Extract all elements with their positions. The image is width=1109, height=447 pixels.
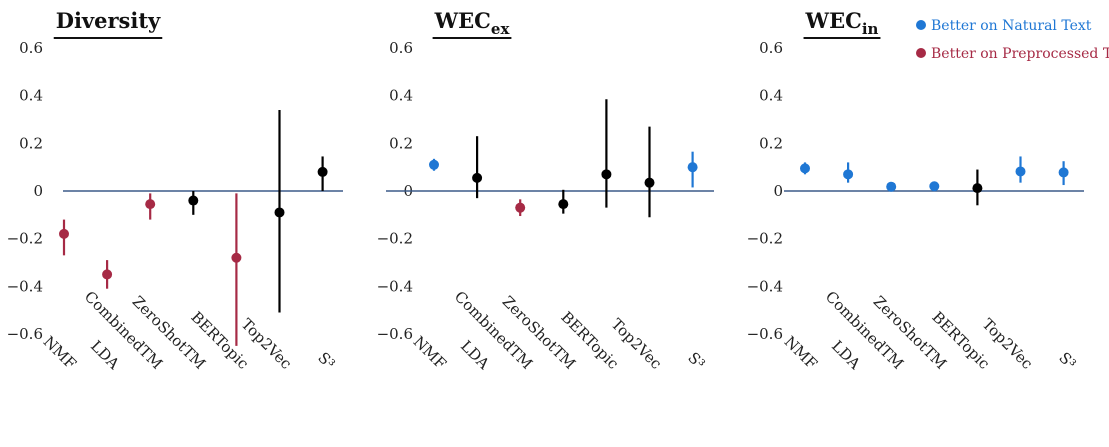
legend: Better on Natural Text Better on Preproc… [916, 18, 1109, 62]
data-point-lda [102, 260, 113, 289]
data-point-s [687, 151, 698, 188]
point-marker [429, 159, 439, 170]
x-tick-label: NMF [781, 333, 821, 373]
x-tick-label: CombinedTM [451, 288, 536, 373]
y-tick-label: 0.6 [759, 39, 783, 57]
data-point-bertopic [972, 169, 983, 206]
data-point-nmf [800, 162, 810, 175]
x-tick-label: CombinedTM [822, 288, 907, 373]
y-tick-label: −0.6 [377, 325, 413, 343]
x-tick-label: ZeroShotTM [499, 292, 580, 373]
data-point-top2vec [1015, 156, 1026, 183]
point-marker [274, 207, 285, 218]
point-marker [687, 162, 698, 173]
data-point-combinedtm [515, 199, 526, 217]
data-point-top2vec [644, 126, 655, 218]
point-marker [317, 166, 328, 177]
x-tick-label: ZeroShotTM [870, 292, 951, 373]
data-point-lda [843, 162, 854, 183]
point-marker [843, 169, 854, 180]
chart-title: WECex [434, 8, 511, 38]
y-tick-label: −0.6 [747, 325, 783, 343]
point-marker [929, 181, 940, 192]
data-point-s [1058, 161, 1069, 186]
x-tick-label: S³ [1055, 349, 1079, 373]
y-tick-label: 0.2 [19, 134, 43, 152]
data-point-nmf [59, 219, 69, 256]
y-tick-label: −0.2 [7, 230, 43, 248]
point-marker [601, 169, 612, 180]
y-tick-label: 0.2 [389, 134, 413, 152]
data-point-zeroshottm [929, 181, 940, 192]
y-tick-label: −0.2 [747, 230, 783, 248]
chart-title: WECin [805, 8, 879, 38]
data-point-nmf [429, 158, 439, 171]
point-marker [1015, 166, 1026, 177]
x-tick-label: LDA [87, 337, 123, 373]
data-point-combinedtm [145, 193, 156, 220]
legend-preprocessed-marker [916, 48, 926, 58]
chart-title-main: WEC [805, 8, 862, 33]
point-marker [558, 199, 569, 210]
point-marker [800, 163, 810, 174]
x-tick-label: CombinedTM [81, 288, 166, 373]
y-tick-label: 0.2 [759, 134, 783, 152]
y-tick-label: −0.2 [377, 230, 413, 248]
point-marker [188, 195, 199, 206]
data-point-zeroshottm [558, 189, 569, 214]
point-marker [886, 181, 897, 192]
x-tick-label: NMF [40, 333, 80, 373]
chart-title-sub: in [862, 20, 879, 38]
x-tick-label: LDA [828, 337, 864, 373]
point-marker [472, 172, 483, 183]
y-tick-label: −0.4 [377, 277, 413, 295]
data-point-combinedtm [886, 181, 897, 192]
x-tick-label: ZeroShotTM [129, 292, 210, 373]
point-marker [102, 269, 113, 280]
y-tick-label: 0.4 [19, 87, 43, 105]
data-point-top2vec [274, 109, 285, 313]
y-tick-label: 0.4 [759, 87, 783, 105]
y-tick-label: −0.6 [7, 325, 43, 343]
chart-title-main: Diversity [56, 8, 161, 33]
chart-title: Diversity [56, 8, 161, 33]
legend-preprocessed-label: Better on Preprocessed Text [931, 46, 1109, 62]
chart-title-sub: ex [491, 20, 511, 38]
x-tick-label: S³ [684, 349, 708, 373]
data-point-bertopic [231, 193, 242, 346]
legend-natural-marker [916, 20, 926, 30]
data-point-bertopic [601, 99, 612, 208]
point-marker [1058, 167, 1069, 178]
x-tick-label: NMF [410, 333, 450, 373]
point-marker [515, 202, 526, 213]
x-tick-label: S³ [314, 349, 338, 373]
data-point-zeroshottm [188, 191, 199, 215]
y-tick-label: 0.6 [19, 39, 43, 57]
point-marker [145, 199, 156, 210]
y-tick-label: 0 [33, 182, 43, 200]
data-point-lda [472, 136, 483, 199]
y-tick-label: 0.6 [389, 39, 413, 57]
data-point-s [317, 156, 328, 191]
point-marker [644, 177, 655, 188]
legend-natural-label: Better on Natural Text [931, 18, 1092, 34]
y-tick-label: −0.4 [7, 277, 43, 295]
point-marker [972, 183, 983, 194]
y-tick-label: 0.4 [389, 87, 413, 105]
point-marker [231, 252, 242, 263]
chart-title-main: WEC [434, 8, 491, 33]
x-tick-label: LDA [457, 337, 493, 373]
point-marker [59, 228, 69, 239]
y-tick-label: 0 [773, 182, 783, 200]
y-tick-label: −0.4 [747, 277, 783, 295]
